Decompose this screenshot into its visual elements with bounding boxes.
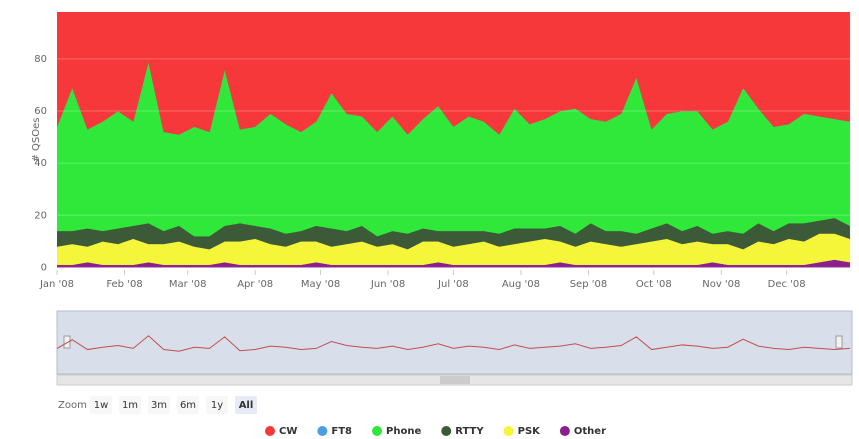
y-tick-label: 40 [34,158,47,169]
legend-marker[interactable] [559,426,570,436]
x-tick-label: Jan '08 [39,279,74,290]
zoom-button-label[interactable]: All [239,400,254,411]
zoom-button-label[interactable]: 1y [211,400,223,411]
zoom-button-label[interactable]: 1m [122,400,138,411]
navigator [56,310,853,375]
legend-label[interactable]: PSK [518,426,542,437]
legend-label[interactable]: CW [279,426,297,437]
zoom-button-label[interactable]: 3m [151,400,167,411]
zoom-button[interactable] [235,396,257,414]
x-tick-label: Feb '08 [106,279,142,290]
controls: 1w 1m 3m 6m 1y All CW FT8 Phone RTTY PSK Other [90,396,606,437]
x-tick-label: Oct '08 [636,279,672,290]
y-axis-label: # QSOes [31,117,42,162]
area [57,12,851,135]
zoom-button[interactable] [119,396,141,414]
y-tick-label: 20 [34,210,47,221]
legend-marker[interactable] [372,426,382,436]
y-tick-label: 0 [41,262,47,273]
x-tick-label: Aug '08 [502,279,540,290]
legend-marker[interactable] [265,426,275,436]
x-tick-label: Nov '08 [702,279,740,290]
y-tick-label: 60 [34,106,47,117]
plot-area [57,12,851,268]
x-tick-label: Sep '08 [570,279,608,290]
zoom-label: Zoom [58,400,87,411]
x-tick-label: May '08 [301,279,340,290]
navigator-handle[interactable] [63,335,71,349]
zoom-button[interactable] [177,396,199,414]
x-tick-label: Jul '08 [437,279,469,290]
scrollbar-thumb[interactable] [440,376,470,384]
x-tick-label: Dec '08 [768,279,806,290]
legend-marker[interactable] [317,426,328,436]
navigator-line [56,335,850,352]
legend-marker[interactable] [503,426,514,436]
legend-label[interactable]: RTTY [455,426,484,437]
navigator-handle[interactable] [835,335,843,349]
zoom-button-label[interactable]: 1w [94,400,109,411]
legend-marker[interactable] [441,426,452,436]
zoom-button[interactable] [90,396,112,414]
legend-label[interactable]: FT8 [331,426,352,437]
legend-label[interactable]: Other [574,426,606,437]
zoom-button-label[interactable]: 6m [180,400,196,411]
x-tick-label: Mar '08 [169,279,207,290]
zoom-button[interactable] [206,396,228,414]
zoom-button[interactable] [148,396,170,414]
legend-label[interactable]: Phone [386,426,421,437]
x-tick-label: Apr '08 [237,279,273,290]
y-tick-label: 80 [34,54,47,65]
x-tick-label: Jun '08 [370,279,405,290]
